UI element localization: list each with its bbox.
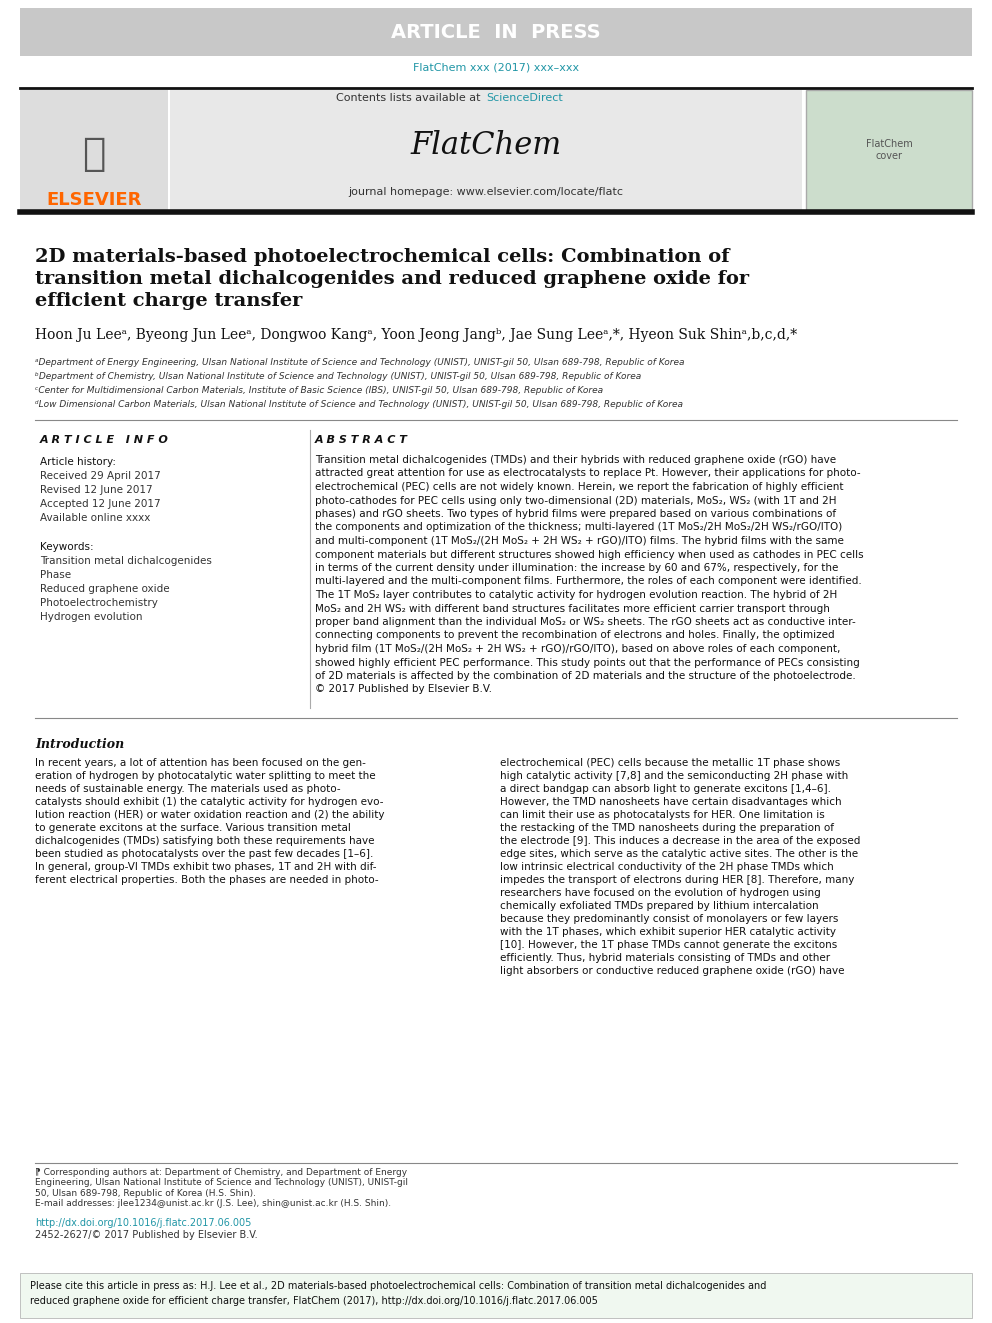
FancyBboxPatch shape: [20, 90, 168, 210]
Text: edge sites, which serve as the catalytic active sites. The other is the: edge sites, which serve as the catalytic…: [500, 849, 858, 859]
Text: [10]. However, the 1T phase TMDs cannot generate the excitons: [10]. However, the 1T phase TMDs cannot …: [500, 941, 837, 950]
Text: ᵃDepartment of Energy Engineering, Ulsan National Institute of Science and Techn: ᵃDepartment of Energy Engineering, Ulsan…: [35, 359, 684, 366]
Text: reduced graphene oxide for efficient charge transfer, FlatChem (2017), http://dx: reduced graphene oxide for efficient cha…: [30, 1297, 598, 1306]
Text: Article history:: Article history:: [40, 456, 116, 467]
Text: ᵇDepartment of Chemistry, Ulsan National Institute of Science and Technology (UN: ᵇDepartment of Chemistry, Ulsan National…: [35, 372, 641, 381]
Text: Phase: Phase: [40, 570, 71, 579]
Text: FlatChem
cover: FlatChem cover: [866, 139, 913, 161]
Text: a direct bandgap can absorb light to generate excitons [1,4–6].: a direct bandgap can absorb light to gen…: [500, 785, 831, 794]
Text: Keywords:: Keywords:: [40, 542, 93, 552]
Text: and multi-component (1T MoS₂/(2H MoS₂ + 2H WS₂ + rGO)/ITO) films. The hybrid fil: and multi-component (1T MoS₂/(2H MoS₂ + …: [315, 536, 844, 546]
Text: © 2017 Published by Elsevier B.V.: © 2017 Published by Elsevier B.V.: [315, 684, 492, 695]
Text: efficiently. Thus, hybrid materials consisting of TMDs and other: efficiently. Thus, hybrid materials cons…: [500, 953, 830, 963]
Text: light absorbers or conductive reduced graphene oxide (rGO) have: light absorbers or conductive reduced gr…: [500, 966, 844, 976]
Text: Available online xxxx: Available online xxxx: [40, 513, 151, 523]
Text: Hoon Ju Leeᵃ, Byeong Jun Leeᵃ, Dongwoo Kangᵃ, Yoon Jeong Jangᵇ, Jae Sung Leeᵃ,*,: Hoon Ju Leeᵃ, Byeong Jun Leeᵃ, Dongwoo K…: [35, 328, 798, 343]
Text: MoS₂ and 2H WS₂ with different band structures facilitates more efficient carrie: MoS₂ and 2H WS₂ with different band stru…: [315, 603, 830, 614]
Text: Reduced graphene oxide: Reduced graphene oxide: [40, 583, 170, 594]
Text: Received 29 April 2017: Received 29 April 2017: [40, 471, 161, 482]
Text: the components and optimization of the thickness; multi-layered (1T MoS₂/2H MoS₂: the components and optimization of the t…: [315, 523, 842, 532]
Text: 🌳: 🌳: [82, 136, 106, 173]
Text: Accepted 12 June 2017: Accepted 12 June 2017: [40, 499, 161, 509]
Text: A R T I C L E   I N F O: A R T I C L E I N F O: [40, 435, 169, 445]
Text: in terms of the current density under illumination: the increase by 60 and 67%, : in terms of the current density under il…: [315, 564, 838, 573]
Text: the electrode [9]. This induces a decrease in the area of the exposed: the electrode [9]. This induces a decrea…: [500, 836, 860, 845]
Text: attracted great attention for use as electrocatalysts to replace Pt. However, th: attracted great attention for use as ele…: [315, 468, 861, 479]
Text: high catalytic activity [7,8] and the semiconducting 2H phase with: high catalytic activity [7,8] and the se…: [500, 771, 848, 781]
Text: transition metal dichalcogenides and reduced graphene oxide for: transition metal dichalcogenides and red…: [35, 270, 749, 288]
Text: 2D materials-based photoelectrochemical cells: Combination of: 2D materials-based photoelectrochemical …: [35, 247, 729, 266]
Text: lution reaction (HER) or water oxidation reaction and (2) the ability: lution reaction (HER) or water oxidation…: [35, 810, 385, 820]
Text: been studied as photocatalysts over the past few decades [1–6].: been studied as photocatalysts over the …: [35, 849, 373, 859]
Text: In recent years, a lot of attention has been focused on the gen-: In recent years, a lot of attention has …: [35, 758, 366, 767]
Text: FlatChem: FlatChem: [411, 130, 561, 160]
Text: proper band alignment than the individual MoS₂ or WS₂ sheets. The rGO sheets act: proper band alignment than the individua…: [315, 617, 856, 627]
Text: chemically exfoliated TMDs prepared by lithium intercalation: chemically exfoliated TMDs prepared by l…: [500, 901, 818, 912]
Text: needs of sustainable energy. The materials used as photo-: needs of sustainable energy. The materia…: [35, 785, 340, 794]
Text: 2452-2627/© 2017 Published by Elsevier B.V.: 2452-2627/© 2017 Published by Elsevier B…: [35, 1230, 258, 1240]
Text: low intrinsic electrical conductivity of the 2H phase TMDs which: low intrinsic electrical conductivity of…: [500, 863, 833, 872]
Text: http://dx.doi.org/10.1016/j.flatc.2017.06.005: http://dx.doi.org/10.1016/j.flatc.2017.0…: [35, 1218, 251, 1228]
Text: phases) and rGO sheets. Two types of hybrid films were prepared based on various: phases) and rGO sheets. Two types of hyb…: [315, 509, 836, 519]
Text: However, the TMD nanosheets have certain disadvantages which: However, the TMD nanosheets have certain…: [500, 796, 841, 807]
Text: efficient charge transfer: efficient charge transfer: [35, 292, 303, 310]
Text: Photoelectrochemistry: Photoelectrochemistry: [40, 598, 158, 609]
Text: electrochemical (PEC) cells because the metallic 1T phase shows: electrochemical (PEC) cells because the …: [500, 758, 840, 767]
Text: component materials but different structures showed high efficiency when used as: component materials but different struct…: [315, 549, 864, 560]
Text: eration of hydrogen by photocatalytic water splitting to meet the: eration of hydrogen by photocatalytic wa…: [35, 771, 376, 781]
Text: Transition metal dichalcogenides (TMDs) and their hybrids with reduced graphene : Transition metal dichalcogenides (TMDs) …: [315, 455, 836, 464]
FancyBboxPatch shape: [806, 90, 972, 210]
Text: ferent electrical properties. Both the phases are needed in photo-: ferent electrical properties. Both the p…: [35, 875, 379, 885]
Text: impedes the transport of electrons during HER [8]. Therefore, many: impedes the transport of electrons durin…: [500, 875, 854, 885]
Text: showed highly efficient PEC performance. This study points out that the performa: showed highly efficient PEC performance.…: [315, 658, 860, 668]
Text: ScienceDirect: ScienceDirect: [486, 93, 562, 103]
Text: hybrid film (1T MoS₂/(2H MoS₂ + 2H WS₂ + rGO)/rGO/ITO), based on above roles of : hybrid film (1T MoS₂/(2H MoS₂ + 2H WS₂ +…: [315, 644, 840, 654]
Text: multi-layered and the multi-component films. Furthermore, the roles of each comp: multi-layered and the multi-component fi…: [315, 577, 862, 586]
Text: dichalcogenides (TMDs) satisfying both these requirements have: dichalcogenides (TMDs) satisfying both t…: [35, 836, 375, 845]
Text: the restacking of the TMD nanosheets during the preparation of: the restacking of the TMD nanosheets dur…: [500, 823, 834, 833]
Text: Introduction: Introduction: [35, 738, 124, 751]
Text: electrochemical (PEC) cells are not widely known. Herein, we report the fabricat: electrochemical (PEC) cells are not wide…: [315, 482, 843, 492]
FancyBboxPatch shape: [20, 8, 972, 56]
FancyBboxPatch shape: [20, 1273, 972, 1318]
Text: Hydrogen evolution: Hydrogen evolution: [40, 613, 143, 622]
Text: ᶜCenter for Multidimensional Carbon Materials, Institute of Basic Science (IBS),: ᶜCenter for Multidimensional Carbon Mate…: [35, 386, 603, 396]
Text: ᵈLow Dimensional Carbon Materials, Ulsan National Institute of Science and Techn: ᵈLow Dimensional Carbon Materials, Ulsan…: [35, 400, 683, 409]
Text: journal homepage: www.elsevier.com/locate/flatc: journal homepage: www.elsevier.com/locat…: [348, 187, 624, 197]
Text: of 2D materials is affected by the combination of 2D materials and the structure: of 2D materials is affected by the combi…: [315, 671, 856, 681]
Text: ELSEVIER: ELSEVIER: [47, 191, 142, 209]
Text: because they predominantly consist of monolayers or few layers: because they predominantly consist of mo…: [500, 914, 838, 923]
Text: Revised 12 June 2017: Revised 12 June 2017: [40, 486, 153, 495]
Text: ⁋ Corresponding authors at: Department of Chemistry, and Department of Energy
En: ⁋ Corresponding authors at: Department o…: [35, 1168, 408, 1208]
FancyBboxPatch shape: [170, 90, 802, 210]
Text: connecting components to prevent the recombination of electrons and holes. Final: connecting components to prevent the rec…: [315, 631, 834, 640]
Text: with the 1T phases, which exhibit superior HER catalytic activity: with the 1T phases, which exhibit superi…: [500, 927, 836, 937]
Text: Transition metal dichalcogenides: Transition metal dichalcogenides: [40, 556, 212, 566]
Text: photo-cathodes for PEC cells using only two-dimensional (2D) materials, MoS₂, WS: photo-cathodes for PEC cells using only …: [315, 496, 836, 505]
Text: Contents lists available at: Contents lists available at: [336, 93, 484, 103]
Text: to generate excitons at the surface. Various transition metal: to generate excitons at the surface. Var…: [35, 823, 351, 833]
Text: can limit their use as photocatalysts for HER. One limitation is: can limit their use as photocatalysts fo…: [500, 810, 824, 820]
Text: FlatChem xxx (2017) xxx–xxx: FlatChem xxx (2017) xxx–xxx: [413, 64, 579, 73]
Text: ARTICLE  IN  PRESS: ARTICLE IN PRESS: [391, 22, 601, 41]
Text: Please cite this article in press as: H.J. Lee et al., 2D materials-based photoe: Please cite this article in press as: H.…: [30, 1281, 767, 1291]
Text: catalysts should exhibit (1) the catalytic activity for hydrogen evo-: catalysts should exhibit (1) the catalyt…: [35, 796, 384, 807]
Text: In general, group-VI TMDs exhibit two phases, 1T and 2H with dif-: In general, group-VI TMDs exhibit two ph…: [35, 863, 377, 872]
Text: The 1T MoS₂ layer contributes to catalytic activity for hydrogen evolution react: The 1T MoS₂ layer contributes to catalyt…: [315, 590, 837, 601]
Text: researchers have focused on the evolution of hydrogen using: researchers have focused on the evolutio…: [500, 888, 820, 898]
Text: A B S T R A C T: A B S T R A C T: [315, 435, 408, 445]
